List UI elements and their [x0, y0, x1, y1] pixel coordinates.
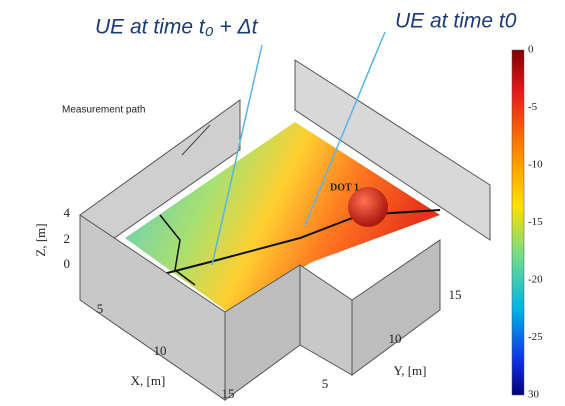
z-tick-label: 2 — [64, 231, 71, 246]
colorbar-tick-label: -10 — [528, 159, 543, 171]
colorbar-tick-label: -25 — [528, 331, 543, 343]
colorbar — [512, 50, 524, 395]
colorbar-tick-label: -5 — [528, 101, 538, 113]
x-axis-label: X, [m] — [131, 373, 166, 388]
x-tick-label: 10 — [154, 343, 167, 358]
colorbar-tick-label: -15 — [528, 216, 543, 228]
path-label: Measurement path — [62, 105, 145, 116]
dot-label: DOT 1 — [330, 182, 359, 193]
x-tick-label: 15 — [222, 386, 235, 401]
annotation: UE at time t₀ + Δt — [95, 16, 259, 39]
annotation: UE at time t0 — [395, 10, 517, 33]
y-tick-label: 5 — [322, 376, 329, 391]
z-tick-label: 0 — [64, 256, 71, 271]
colorbar-tick-label: 30 — [528, 389, 540, 401]
y-axis-label: Y, [m] — [394, 363, 427, 378]
x-tick-label: 5 — [97, 301, 104, 316]
z-tick-label: 4 — [64, 205, 71, 220]
y-tick-label: 15 — [449, 287, 462, 302]
figure: UE at time t₀ + Δt UE at time t0 Measure… — [0, 0, 565, 406]
colorbar-tick-label: 0 — [528, 44, 534, 56]
room — [80, 32, 490, 400]
z-axis-label: Z, [m] — [33, 223, 48, 256]
colorbar-tick-label: -20 — [528, 274, 543, 286]
y-tick-label: 10 — [389, 331, 402, 346]
